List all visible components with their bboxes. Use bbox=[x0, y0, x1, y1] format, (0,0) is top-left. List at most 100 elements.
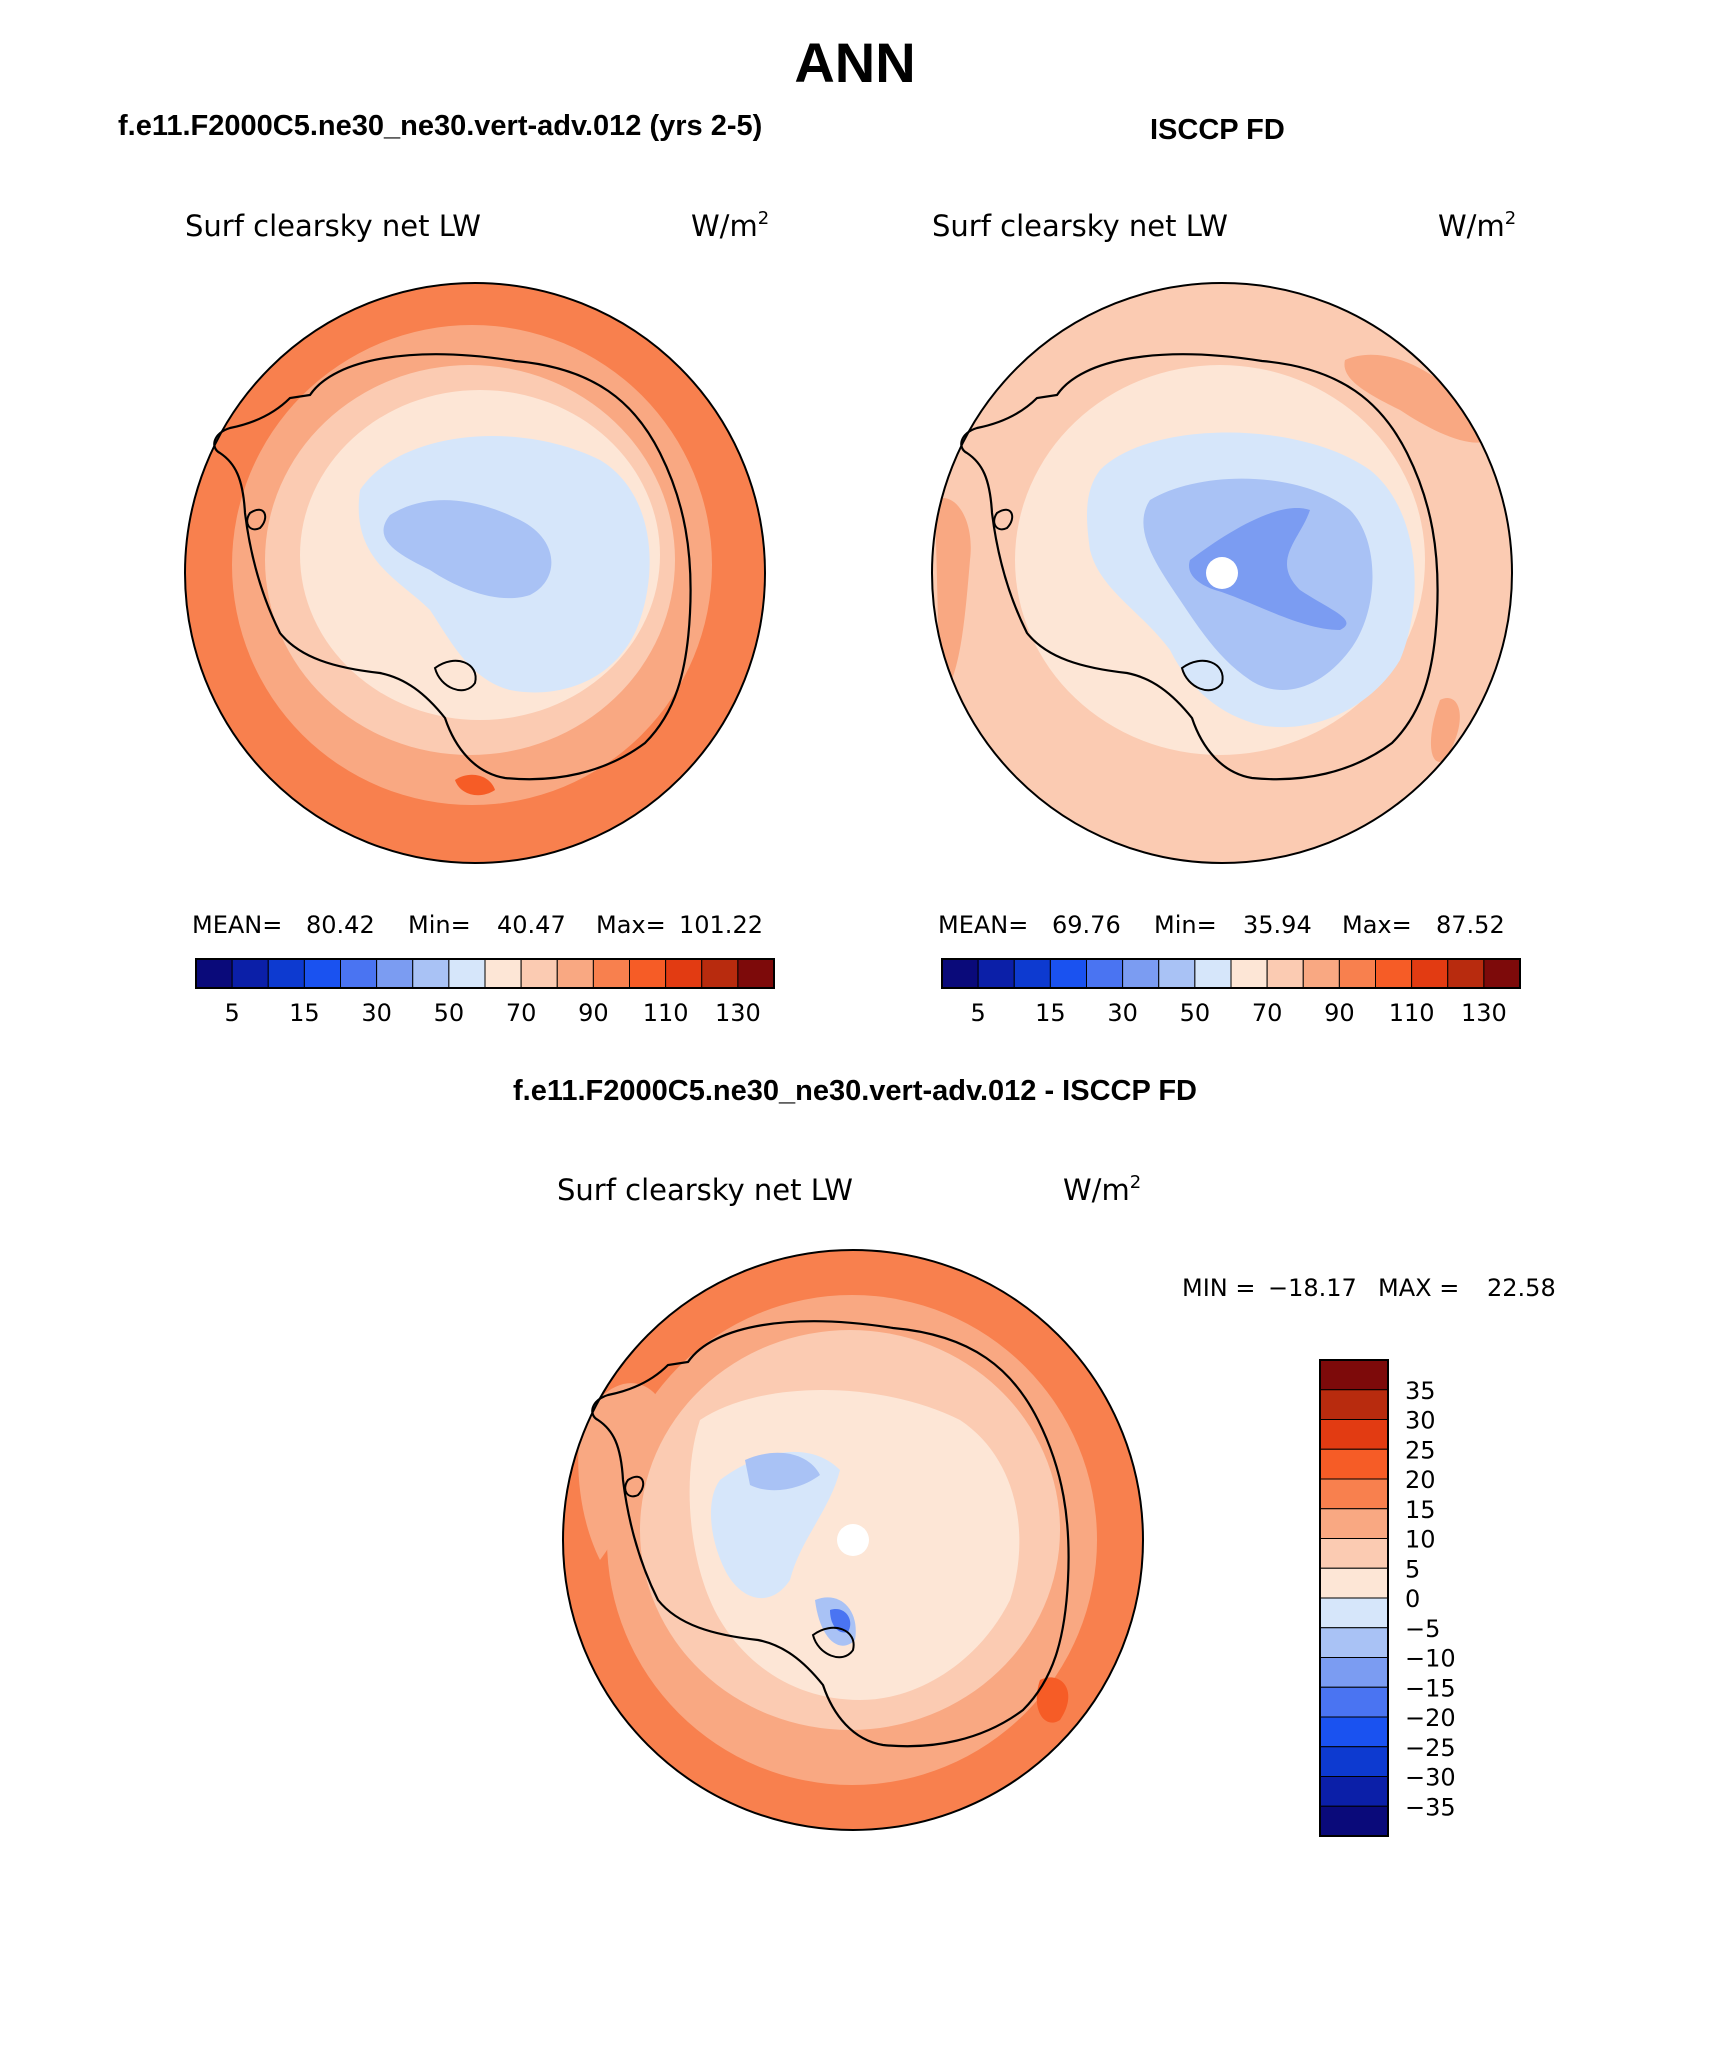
diff-colorbar-tick-label: 5 bbox=[1405, 1555, 1420, 1583]
obs-colorbar-swatch bbox=[1375, 958, 1413, 989]
diff-min-label: MIN = bbox=[1182, 1274, 1255, 1302]
obs-colorbar-tick-label: 5 bbox=[970, 999, 985, 1027]
diff-colorbar-swatch bbox=[1319, 1597, 1389, 1629]
obs-colorbar-swatch bbox=[1338, 958, 1376, 989]
obs-colorbar-swatch bbox=[1158, 958, 1196, 989]
diff-colorbar-tick-label: 15 bbox=[1405, 1496, 1436, 1524]
diff-colorbar-tick-label: 30 bbox=[1405, 1407, 1436, 1435]
model-colorbar-swatch bbox=[737, 958, 775, 989]
diff-colorbar-swatch bbox=[1319, 1805, 1389, 1837]
diff-colorbar-swatch bbox=[1319, 1478, 1389, 1510]
obs-map-frame bbox=[931, 282, 1513, 864]
obs-colorbar-swatch bbox=[1122, 958, 1160, 989]
model-variable-label: Surf clearsky net LW bbox=[185, 209, 481, 243]
diff-colorbar-tick-label: 10 bbox=[1405, 1526, 1436, 1554]
model-map-frame bbox=[184, 282, 766, 864]
obs-max-value: 87.52 bbox=[1436, 911, 1505, 939]
obs-colorbar-frame bbox=[941, 958, 1521, 989]
obs-colorbar-swatch bbox=[1049, 958, 1087, 989]
model-colorbar-tick-label: 90 bbox=[578, 999, 609, 1027]
diff-colorbar-tick-label: 25 bbox=[1405, 1436, 1436, 1464]
obs-colorbar-swatch bbox=[1266, 958, 1304, 989]
model-units: W/m2 bbox=[691, 208, 769, 243]
model-colorbar-swatch bbox=[340, 958, 378, 989]
model-mean-value: 80.42 bbox=[306, 911, 375, 939]
model-colorbar-swatch bbox=[448, 958, 486, 989]
obs-colorbar-swatch bbox=[1483, 958, 1521, 989]
model-max-label: Max= bbox=[596, 911, 666, 939]
diff-max-value: 22.58 bbox=[1487, 1274, 1556, 1302]
diff-variable-label: Surf clearsky net LW bbox=[557, 1173, 853, 1207]
diff-colorbar-swatch bbox=[1319, 1448, 1389, 1480]
model-labels: Surf clearsky net LW W/m2 bbox=[185, 208, 769, 243]
diff-map-frame bbox=[562, 1249, 1144, 1831]
obs-colorbar-tick-label: 90 bbox=[1324, 999, 1355, 1027]
diff-colorbar-swatch bbox=[1319, 1686, 1389, 1718]
model-colorbar-tick-label: 110 bbox=[643, 999, 689, 1027]
obs-min-label: Min= bbox=[1154, 911, 1217, 939]
diff-max-label: MAX = bbox=[1378, 1274, 1459, 1302]
model-colorbar-tick-label: 50 bbox=[434, 999, 465, 1027]
diff-colorbar-swatch bbox=[1319, 1508, 1389, 1539]
diff-colorbar-tick-label: −20 bbox=[1405, 1704, 1456, 1732]
model-colorbar-swatch bbox=[267, 958, 305, 989]
obs-colorbar-tick-label: 130 bbox=[1461, 999, 1507, 1027]
model-mean-label: MEAN= bbox=[192, 911, 282, 939]
obs-colorbar-tick-label: 15 bbox=[1035, 999, 1066, 1027]
diff-colorbar-swatch bbox=[1319, 1776, 1389, 1807]
model-colorbar-tick-label: 30 bbox=[361, 999, 392, 1027]
obs-min-value: 35.94 bbox=[1243, 911, 1312, 939]
model-min-value: 40.47 bbox=[497, 911, 566, 939]
obs-colorbar: 5 15 30 50 70 90 110 130 bbox=[941, 958, 1521, 1027]
model-colorbar-swatch bbox=[376, 958, 414, 989]
diff-colorbar-tick-label: −30 bbox=[1405, 1764, 1456, 1792]
obs-colorbar-swatch bbox=[1411, 958, 1449, 989]
obs-colorbar-swatch bbox=[1230, 958, 1268, 989]
obs-panel-heading: ISCCP FD bbox=[1150, 114, 1285, 146]
model-colorbar-swatch bbox=[520, 958, 558, 989]
model-colorbar-swatch bbox=[629, 958, 667, 989]
model-colorbar-swatch bbox=[556, 958, 594, 989]
model-colorbar-swatch bbox=[665, 958, 703, 989]
model-colorbar-tick-label: 130 bbox=[715, 999, 761, 1027]
model-colorbar-swatch bbox=[195, 958, 233, 989]
model-panel-heading: f.e11.F2000C5.ne30_ne30.vert-adv.012 (yr… bbox=[118, 110, 763, 142]
diff-colorbar-swatch bbox=[1319, 1567, 1389, 1599]
diff-colorbar-swatch bbox=[1319, 1419, 1389, 1450]
obs-colorbar-swatch bbox=[1194, 958, 1232, 989]
diff-colorbar-tick-label: 35 bbox=[1405, 1377, 1436, 1405]
obs-colorbar-swatch bbox=[1447, 958, 1485, 989]
obs-variable-label: Surf clearsky net LW bbox=[932, 209, 1228, 243]
model-max-value: 101.22 bbox=[679, 911, 763, 939]
model-colorbar-tick-label: 15 bbox=[289, 999, 320, 1027]
diff-colorbar-tick-label: −25 bbox=[1405, 1734, 1456, 1762]
obs-units: W/m2 bbox=[1438, 208, 1516, 243]
obs-labels: Surf clearsky net LW W/m2 bbox=[932, 208, 1516, 243]
obs-colorbar-tick-label: 30 bbox=[1107, 999, 1138, 1027]
model-colorbar-swatch bbox=[231, 958, 269, 989]
diff-min-value: −18.17 bbox=[1268, 1274, 1357, 1302]
obs-map bbox=[931, 282, 1513, 864]
obs-colorbar-swatch bbox=[1013, 958, 1051, 989]
diff-colorbar-tick-label: −10 bbox=[1405, 1645, 1456, 1673]
model-colorbar-swatch bbox=[303, 958, 341, 989]
diff-colorbar-swatch bbox=[1319, 1746, 1389, 1777]
obs-colorbar-tick-label: 50 bbox=[1180, 999, 1211, 1027]
diff-panel-heading: f.e11.F2000C5.ne30_ne30.vert-adv.012 - I… bbox=[512, 1075, 1197, 1107]
model-colorbar-frame bbox=[195, 958, 775, 989]
model-map bbox=[184, 282, 766, 864]
model-colorbar-swatch bbox=[484, 958, 522, 989]
model-min-label: Min= bbox=[408, 911, 471, 939]
obs-colorbar-swatch bbox=[977, 958, 1015, 989]
diff-colorbar-tick-label: 20 bbox=[1405, 1466, 1436, 1494]
obs-colorbar-swatch bbox=[1302, 958, 1340, 989]
diff-colorbar-tick-label: −5 bbox=[1405, 1615, 1440, 1643]
diff-colorbar-swatch bbox=[1319, 1716, 1389, 1748]
diff-colorbar-swatch bbox=[1319, 1359, 1389, 1391]
obs-colorbar-swatch bbox=[1086, 958, 1124, 989]
page-title: ANN bbox=[794, 31, 916, 94]
diff-colorbar-tick-label: 0 bbox=[1405, 1585, 1420, 1613]
